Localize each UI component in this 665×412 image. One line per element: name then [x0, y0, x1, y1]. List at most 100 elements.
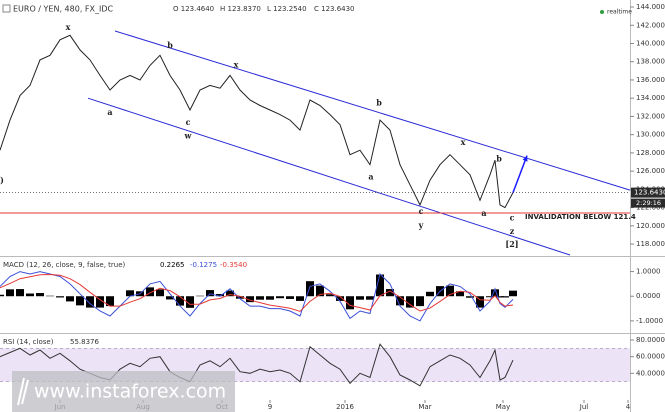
macd-histogram-bar	[356, 296, 364, 300]
x-tick-label: May	[496, 403, 510, 411]
macd-histogram-bar	[446, 285, 454, 297]
macd-histogram-bar	[336, 296, 344, 301]
wave-label: w	[184, 130, 193, 140]
macd-histogram-bar	[276, 296, 284, 299]
macd-macd-line	[0, 271, 514, 322]
macd-histogram-bar	[296, 296, 304, 301]
macd-histogram-bar	[66, 296, 74, 302]
macd-histogram-bar	[36, 293, 44, 297]
x-tick-label: 2016	[336, 403, 354, 411]
macd-histogram-bar	[501, 296, 509, 298]
macd-histogram-bar	[326, 294, 334, 297]
macd-histogram-bar	[366, 296, 374, 300]
x-tick-label: Jul	[579, 403, 589, 411]
x-tick-label: 9	[268, 403, 272, 411]
y-tick-label: 118.0000	[636, 240, 665, 248]
macd-histogram-bar	[491, 289, 499, 297]
wave-label: z	[510, 226, 515, 236]
macd-histogram-bar	[126, 290, 134, 297]
watermark-text: www.instaforex.com	[34, 381, 226, 403]
macd-histogram-bar	[56, 296, 64, 298]
macd-readout: -0.3540	[220, 261, 247, 269]
y-tick-label: 142.0000	[636, 21, 665, 29]
macd-histogram-bar	[246, 296, 254, 303]
symbol-icon	[2, 4, 11, 13]
macd-histogram-bar	[166, 296, 174, 300]
macd-histogram-bar	[0, 294, 4, 297]
macd-histogram-bar	[216, 294, 224, 297]
macd-histogram-bar	[456, 291, 464, 297]
macd-histogram-bar	[509, 290, 517, 297]
macd-histogram-bar	[146, 287, 154, 297]
macd-histogram-bar	[306, 281, 314, 297]
projection-arrow	[512, 155, 528, 193]
price-line	[0, 34, 514, 209]
macd-histogram-bar	[476, 296, 484, 308]
ohlc-value: L 123.2540	[267, 5, 307, 13]
invalidation-label: INVALIDATION BELOW 121.4	[525, 213, 636, 221]
macd-readout: 0.2265	[160, 261, 185, 269]
macd-histogram-bar	[266, 296, 274, 300]
watermark-logo	[17, 377, 29, 406]
wave-label: a	[481, 208, 486, 218]
symbol: EURO / YEN, 480, FX_IDC	[13, 5, 114, 14]
last-price-box	[631, 187, 665, 198]
macd-histogram-bar	[16, 289, 24, 297]
y-tick-label: 40.0000	[636, 369, 665, 377]
macd-histogram-bar	[386, 289, 394, 297]
macd-histogram-bar	[486, 296, 494, 298]
macd-signal-line	[0, 273, 514, 312]
ohlc-value: O 123.4640	[173, 5, 214, 13]
macd-histogram-bar	[226, 290, 234, 297]
y-tick-label: -1.0000	[636, 317, 663, 325]
arrow-head	[522, 155, 528, 162]
wave-label: b	[376, 98, 382, 108]
macd-histogram-bar	[496, 296, 504, 298]
macd-histogram-bar	[206, 290, 214, 297]
wave-label: b	[167, 40, 173, 50]
macd-histogram-bar	[236, 296, 244, 299]
macd-histogram-bar	[346, 296, 354, 310]
status-dot	[600, 10, 604, 14]
watermark-box	[12, 371, 235, 412]
wave-label: x	[234, 59, 239, 69]
wave-label: b	[496, 153, 502, 163]
wave-label: [2]	[505, 239, 518, 249]
macd-histogram-bar	[176, 296, 184, 306]
y-tick-label: 134.0000	[636, 94, 665, 102]
macd-histogram-bar	[186, 296, 194, 308]
x-tick-label: 4	[626, 403, 631, 411]
macd-histogram-bar	[156, 289, 164, 297]
macd-histogram-bar	[86, 296, 94, 308]
channel-line	[87, 97, 571, 256]
macd-histogram-bar	[106, 296, 114, 307]
y-tick-label: 130.0000	[636, 131, 665, 139]
wave-label: c	[510, 213, 515, 223]
ohlc-value: H 123.8370	[220, 5, 261, 13]
time-box	[631, 198, 665, 208]
y-tick-label: 138.0000	[636, 58, 665, 66]
macd-readout: -0.1275	[190, 261, 217, 269]
wave-label: c	[186, 117, 191, 127]
macd-histogram-bar	[256, 296, 264, 300]
macd-histogram-bar	[26, 293, 34, 297]
ohlc-value: C 123.6430	[314, 5, 355, 13]
watermark: www.instaforex.com	[12, 371, 235, 412]
wave-label: )	[0, 175, 4, 185]
y-tick-label: 132.0000	[636, 112, 665, 120]
y-tick-label: 60.0000	[636, 353, 665, 361]
channel-line	[114, 30, 631, 191]
y-tick-label: 126.0000	[636, 167, 665, 175]
macd-histogram-bar	[6, 289, 14, 297]
wave-label: y	[418, 220, 424, 230]
macd-histogram-bar	[406, 296, 414, 308]
macd-histogram-bar	[416, 296, 424, 307]
indicator-readout: 55.8376	[70, 338, 99, 346]
macd-histogram-bar	[286, 296, 294, 299]
macd-histogram-bar	[76, 296, 84, 306]
time-label: 2:29:16	[636, 199, 661, 207]
x-tick-label: Mar	[418, 403, 431, 411]
